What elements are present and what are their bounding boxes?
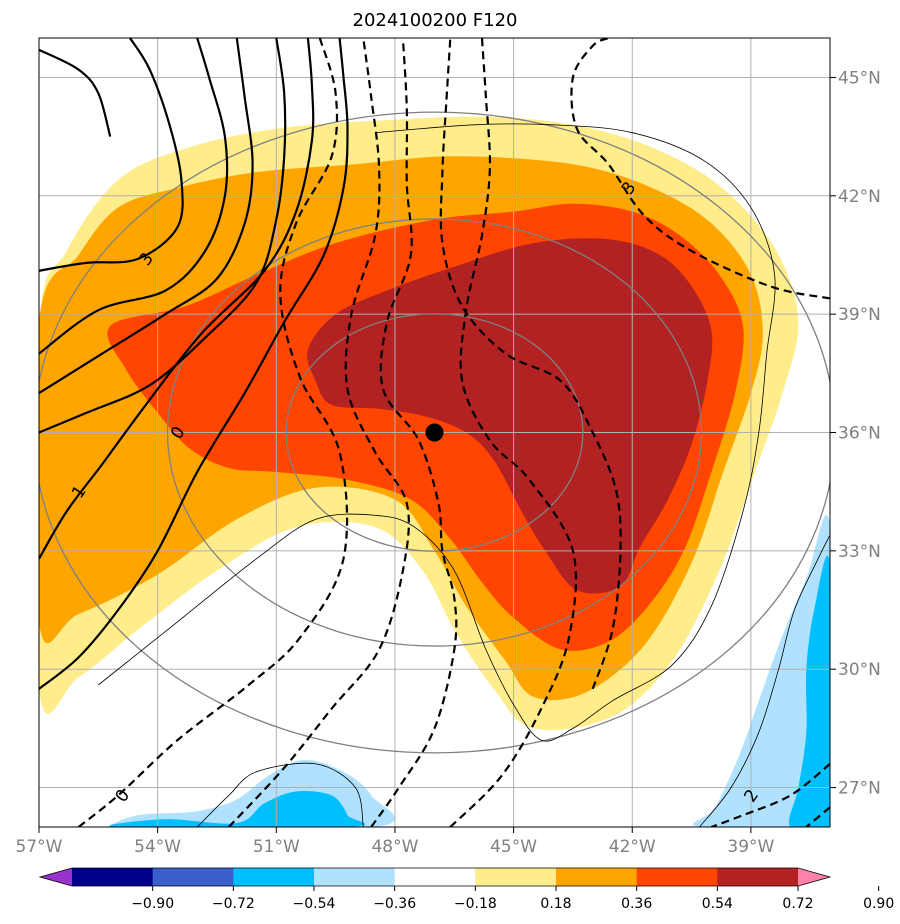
colorbar-tick-label-1: −0.72: [212, 896, 255, 912]
center-marker-layer: [425, 423, 444, 442]
filled-region-3: [307, 238, 713, 594]
colorbar-tick-label-8: 0.72: [782, 896, 813, 912]
colorbar-tick-label-0: −0.90: [131, 896, 174, 912]
y-tick-label-1: 30°N: [838, 660, 881, 680]
colorbar-extend-low: [40, 868, 72, 886]
colorbar-tick-label-5: 0.18: [540, 896, 571, 912]
colorbar-swatch-8: [717, 868, 799, 886]
colorbar-tick-label-2: −0.54: [293, 896, 336, 912]
y-tick-label-4: 39°N: [838, 305, 881, 325]
colorbar-swatch-3: [314, 868, 396, 886]
y-axis-ticks: 27°N 30°N 33°N 36°N 39°N 42°N 45°N: [830, 68, 881, 799]
colorbar-outline: [38, 867, 832, 887]
colorbar-tick-label-4: −0.18: [454, 896, 497, 912]
x-tick-label-5: 42°W: [609, 837, 656, 857]
x-tick-label-0: 57°W: [16, 837, 63, 857]
y-tick-label-5: 42°N: [838, 187, 881, 207]
dashed-contour-2: [370, 38, 458, 827]
range-ring-1: [166, 218, 703, 647]
x-tick-label-3: 48°W: [371, 837, 418, 857]
colorbar-tick-label-9: 0.90: [863, 896, 894, 912]
dashed-contour-7: [805, 806, 830, 827]
solid-contour-3: [39, 38, 254, 395]
colorbar-swatch-1: [152, 868, 234, 886]
coastline-0: [98, 123, 776, 742]
colorbar-swatch-5: [475, 868, 557, 886]
colorbar-swatch-4: [394, 868, 476, 886]
x-tick-label-6: 39°W: [727, 837, 774, 857]
solid-contour-4: [39, 38, 287, 434]
solid-contour-1: [39, 48, 112, 137]
colorbar-swatch-7: [636, 868, 718, 886]
range-ring-2: [39, 111, 830, 754]
x-tick-label-4: 45°W: [490, 837, 537, 857]
colorbar-tick-label-3: −0.36: [373, 896, 416, 912]
solid-contour-0: [39, 38, 184, 272]
dashed-contour-5: [570, 38, 830, 300]
colorbar-swatch-6: [556, 868, 638, 886]
x-tick-label-1: 54°W: [134, 837, 181, 857]
solid-contour-6: [39, 38, 349, 690]
filled-region-7: [109, 791, 366, 827]
y-tick-label-6: 45°N: [838, 68, 881, 88]
dashed-contour-6: [711, 763, 830, 827]
chart-title: 2024100200 F120: [353, 10, 518, 31]
colorbar-swatch-0: [72, 868, 154, 886]
colorbar-swatch-2: [233, 868, 315, 886]
solid-contour-2: [39, 38, 229, 355]
dashed-contour-4: [439, 38, 622, 690]
y-tick-label-0: 27°N: [838, 779, 881, 799]
solid-contour-5: [39, 38, 315, 560]
y-tick-label-2: 33°N: [838, 542, 881, 562]
colorbar-tick-label-7: 0.54: [702, 896, 733, 912]
storm-center-marker: [425, 423, 444, 442]
range-rings: [39, 111, 830, 754]
x-tick-label-2: 51°W: [253, 837, 300, 857]
range-ring-0: [285, 313, 584, 552]
dashed-contour-0: [77, 38, 349, 827]
dashed-contour-3: [449, 38, 578, 827]
filled-region-5: [789, 555, 830, 827]
colorbar-extend-high: [798, 868, 830, 886]
colorbar-tick-label-6: 0.36: [621, 896, 652, 912]
filled-region-4: [692, 514, 830, 827]
dashed-contour-1: [227, 38, 410, 827]
colorbar: −0.90 −0.72 −0.54 −0.36 −0.18 0.18 0.36 0.54 0.7…: [38, 867, 894, 912]
x-axis-ticks: 57°W 54°W 51°W 48°W 45°W 42°W 39°W: [16, 827, 775, 857]
coastline-2: [699, 534, 830, 827]
y-tick-label-3: 36°N: [838, 424, 881, 444]
